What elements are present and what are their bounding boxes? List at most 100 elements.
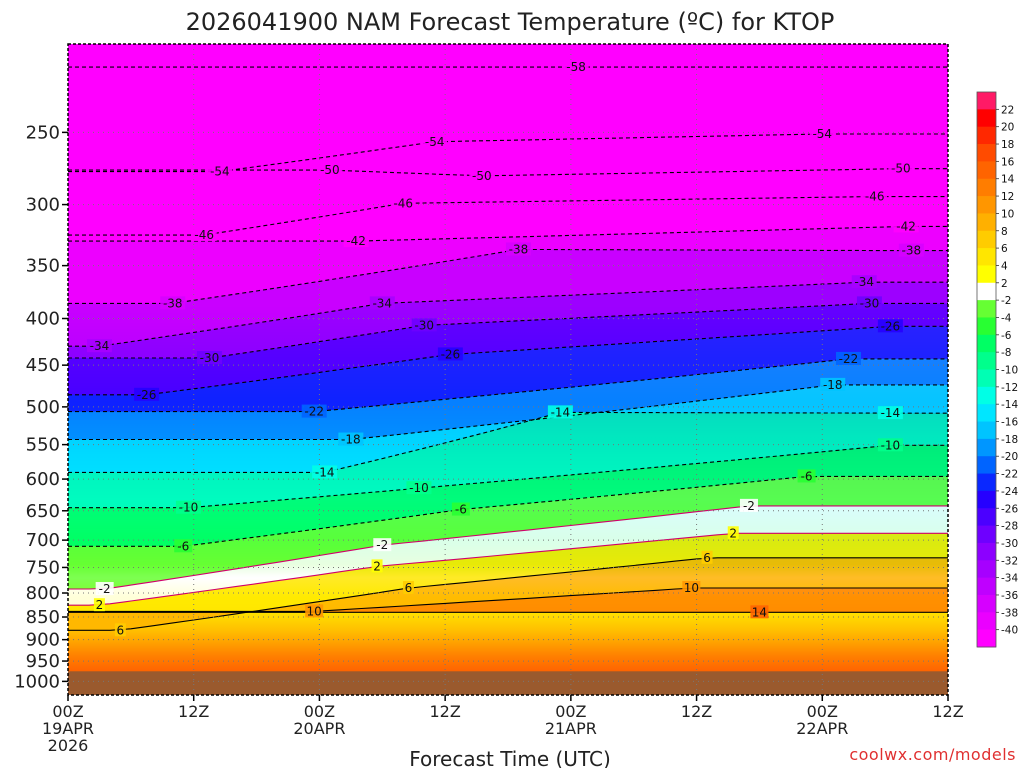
contour-label: 10 [307, 604, 322, 618]
temperature-band [68, 134, 948, 176]
x-tick-label: 12Z [178, 702, 209, 721]
contour-label: -10 [409, 481, 429, 495]
colorbar-label: -16 [1001, 417, 1018, 429]
contour-label: -30 [860, 296, 880, 310]
y-tick-label: 950 [26, 651, 60, 672]
temperature-band [68, 303, 948, 395]
contour-label-bg [547, 405, 573, 419]
colorbar-swatch [977, 560, 996, 579]
colorbar-label: -18 [1001, 434, 1018, 446]
x-tick-label: 00Z [555, 702, 586, 721]
x-tick-label: 00Z [52, 702, 83, 721]
isotherm-line [68, 532, 948, 606]
contour-label-bg [305, 604, 324, 618]
contour-label: -50 [472, 169, 492, 183]
y-tick-label: 750 [26, 557, 60, 578]
y-tick-label: 550 [26, 435, 60, 456]
contour-label: -54 [210, 165, 230, 179]
contour-label: -10 [881, 438, 901, 452]
x-tick-label: 12Z [932, 702, 963, 721]
colorbar-swatch [977, 421, 996, 440]
contour-label: -34 [372, 296, 392, 310]
contour-label-bg [877, 438, 903, 452]
contour-label: -50 [320, 163, 340, 177]
contour-label: -46 [865, 190, 885, 204]
colorbar-label: 2 [1001, 278, 1008, 290]
colorbar-swatch [977, 230, 996, 249]
contour-label-bg [369, 296, 395, 310]
temperature-band [68, 557, 948, 631]
colorbar-swatch [977, 92, 996, 110]
colorbar-swatch [977, 577, 996, 596]
colorbar-swatch [977, 161, 996, 180]
contour-label: -14 [315, 465, 335, 479]
x-tick-label: 2026 [48, 736, 89, 755]
contour-label: -30 [200, 351, 220, 365]
y-tick-label: 450 [26, 355, 60, 376]
contour-label-bg [727, 526, 739, 540]
contour-label: -18 [823, 378, 843, 392]
contour-label-bg [750, 605, 769, 619]
contour-label: 6 [703, 551, 711, 565]
colorbar-swatch [977, 594, 996, 613]
x-tick-label: 00Z [807, 702, 838, 721]
temperature-band [68, 412, 948, 508]
colorbar-swatch [977, 404, 996, 423]
colorbar-label: -24 [1001, 486, 1018, 498]
x-tick-label: 12Z [681, 702, 712, 721]
plot-area [68, 44, 948, 695]
colorbar-swatch [977, 456, 996, 475]
contour-label-bg [820, 377, 846, 391]
contour-label: -54 [425, 135, 445, 149]
colorbar-label: -10 [1001, 365, 1018, 377]
credit-text: coolwx.com/models [849, 745, 1016, 764]
plot-frame [67, 43, 949, 696]
colorbar-label: -4 [1001, 312, 1012, 324]
contour-label: 6 [117, 623, 125, 637]
contour-label: -38 [509, 242, 529, 256]
contour-label: -26 [137, 388, 157, 402]
colorbar: 22 20 18 16 14 12 10 8 6 4 2 -2 -4 -6 -8 -10 -12 -14 -16 -1… [976, 91, 1018, 648]
contour-label: -6 [455, 503, 467, 517]
colorbar-label: -2 [1001, 295, 1011, 307]
y-tick-label: 900 [26, 630, 60, 651]
chart-title: 2026041900 NAM Forecast Temperature (ºC)… [186, 8, 835, 36]
contour-label-bg [338, 432, 364, 446]
contour-label-bg [317, 163, 343, 177]
contour-label: -2 [376, 538, 388, 552]
colorbar-swatch [977, 369, 996, 388]
contour-label: -46 [194, 228, 214, 242]
colorbar-label: -12 [1001, 382, 1018, 394]
y-axis: 2503003504004505005506006507007508008509… [14, 122, 68, 692]
contour-label-bg [505, 242, 531, 256]
colorbar-label: 10 [1001, 208, 1014, 220]
temperature-band [68, 282, 948, 358]
contour-label-bg [114, 623, 126, 637]
y-tick-label: 1000 [14, 671, 60, 692]
contour-label: 2 [373, 559, 381, 573]
colorbar-swatch [977, 265, 996, 284]
contour-label-bg [301, 404, 327, 418]
colorbar-label: -8 [1001, 347, 1011, 359]
contour-label: -34 [90, 339, 110, 353]
contour-label: -22 [839, 352, 859, 366]
colorbar-label: 22 [1001, 104, 1014, 116]
x-tick-label: 12Z [429, 702, 460, 721]
colorbar-label: 18 [1001, 139, 1014, 151]
isotherm-line [68, 133, 948, 173]
x-tick-label: 20APR [293, 719, 345, 738]
contour-label-bg [739, 498, 758, 512]
colorbar-swatch [977, 213, 996, 232]
colorbar-swatch [977, 248, 996, 266]
contour-label-bg [469, 168, 495, 182]
contour-label-bg [402, 581, 414, 595]
y-tick-label: 400 [26, 309, 60, 330]
isotherm-line [68, 325, 948, 396]
contour-label-bg [797, 469, 816, 483]
colorbar-swatch [977, 300, 996, 318]
temperature-bands [68, 67, 948, 631]
colorbar-label: -32 [1001, 555, 1018, 567]
contour-label-bg [175, 500, 201, 514]
